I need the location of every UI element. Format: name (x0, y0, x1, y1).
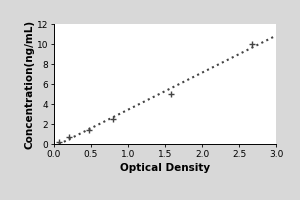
Y-axis label: Concentration(ng/mL): Concentration(ng/mL) (24, 19, 34, 149)
X-axis label: Optical Density: Optical Density (120, 163, 210, 173)
